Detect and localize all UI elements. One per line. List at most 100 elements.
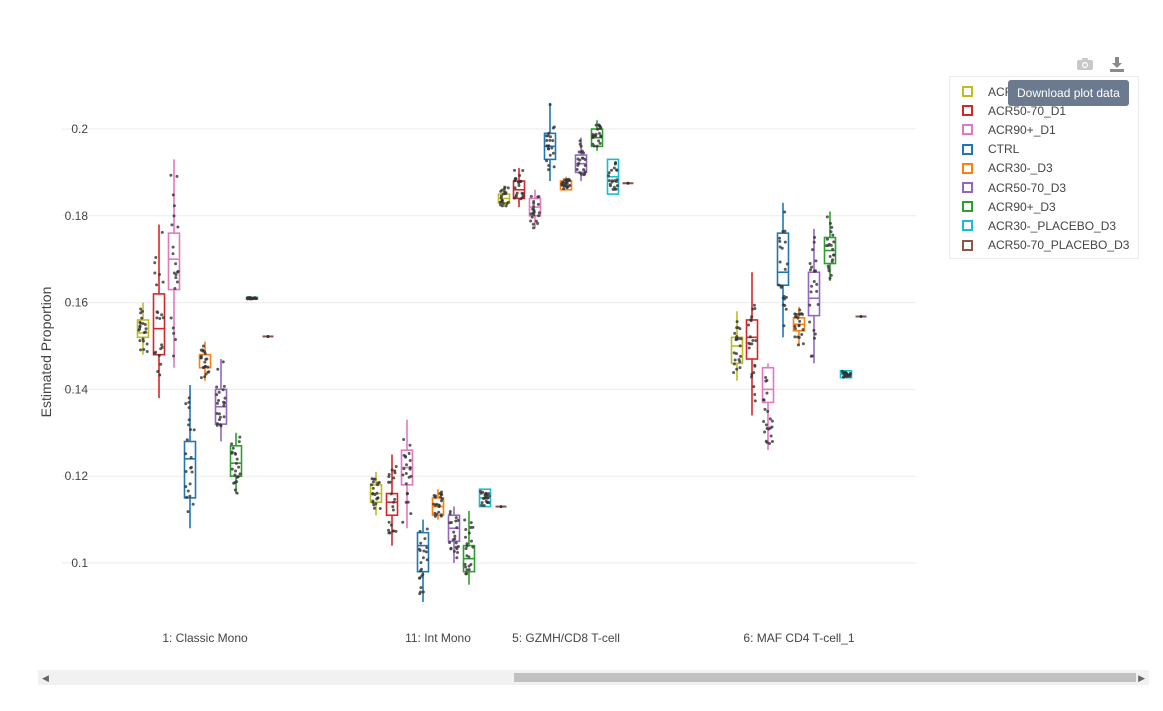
x-tick-label: 5: GZMH/CD8 T-cell [512, 631, 620, 645]
data-point [484, 492, 488, 496]
legend-item[interactable]: ACR90+_D3 [962, 197, 1056, 216]
data-point [768, 417, 772, 421]
data-point [517, 184, 521, 188]
legend-item[interactable]: CTRL [962, 140, 1019, 159]
data-point [733, 358, 737, 362]
data-point [480, 503, 484, 507]
horizontal-scrollbar[interactable]: ◀ ▶ [38, 670, 1149, 685]
data-point [469, 521, 473, 525]
data-point [732, 371, 736, 375]
data-point [159, 362, 163, 366]
data-point [376, 496, 380, 500]
data-point [467, 568, 471, 572]
legend-label: CTRL [988, 142, 1020, 157]
camera-icon[interactable] [1074, 53, 1096, 75]
data-point [751, 307, 755, 311]
data-point [560, 183, 564, 187]
data-point [188, 494, 192, 498]
data-point [763, 430, 767, 434]
data-point [174, 273, 178, 277]
legend-swatch [962, 124, 973, 136]
data-point [203, 375, 207, 379]
data-point [534, 219, 538, 223]
data-point [172, 354, 176, 358]
x-tick-label: 6: MAF CD4 T-cell_1 [743, 631, 854, 645]
data-point [547, 164, 551, 168]
data-point [402, 437, 406, 441]
data-point [486, 496, 490, 500]
data-point [187, 400, 191, 404]
data-point [153, 271, 157, 275]
data-point [231, 446, 235, 450]
legend-item[interactable]: ACR30-_PLACEBO_D3 [962, 216, 1116, 235]
data-point [825, 215, 829, 219]
data-point [419, 541, 423, 545]
data-point [830, 260, 834, 264]
data-point [370, 477, 374, 481]
data-point [391, 529, 395, 533]
data-point [513, 196, 517, 200]
data-point [583, 163, 587, 167]
data-point [418, 529, 422, 533]
data-point [144, 327, 148, 331]
data-point [521, 168, 525, 172]
data-point [739, 354, 743, 358]
data-point [219, 424, 223, 428]
data-point [236, 475, 240, 479]
scroll-left-arrow-icon[interactable]: ◀ [42, 673, 49, 683]
data-point [500, 204, 504, 208]
data-point [515, 191, 519, 195]
data-point [371, 500, 375, 504]
data-point [448, 510, 452, 514]
data-point [832, 240, 836, 244]
scroll-right-arrow-icon[interactable]: ▶ [1138, 673, 1145, 683]
data-point [848, 372, 852, 376]
data-point [252, 296, 256, 300]
data-point [216, 367, 220, 371]
data-point [409, 512, 413, 516]
legend-item[interactable]: ACR50-70_PLACEBO_D3 [962, 236, 1129, 255]
data-point [479, 491, 483, 495]
data-point [483, 496, 487, 500]
y-tick-label: 0.18 [65, 209, 89, 223]
data-point [405, 463, 409, 467]
y-tick-label: 0.14 [65, 382, 89, 396]
download-icon[interactable] [1106, 53, 1128, 75]
data-point [750, 315, 754, 319]
data-point [582, 168, 586, 172]
data-point [739, 337, 743, 341]
data-point [221, 360, 225, 364]
legend-item[interactable]: ACR90+_D1 [962, 120, 1056, 139]
data-point [547, 168, 551, 172]
data-point [800, 312, 804, 316]
data-point [389, 523, 393, 527]
data-point [137, 328, 141, 332]
legend-item[interactable]: ACR50-70_D3 [962, 178, 1066, 197]
data-point [404, 500, 408, 504]
data-point [185, 495, 189, 499]
data-point [832, 253, 836, 257]
data-point [158, 316, 162, 320]
data-point [170, 223, 174, 227]
data-point [408, 443, 412, 447]
scrollbar-thumb[interactable] [514, 673, 1136, 682]
data-point [186, 489, 190, 493]
data-point [529, 194, 533, 198]
data-point [389, 492, 393, 496]
data-point [793, 324, 797, 328]
data-point [808, 303, 812, 307]
data-point [735, 367, 739, 371]
data-point [387, 520, 391, 524]
legend-item[interactable]: ACR30-_D3 [962, 159, 1053, 178]
legend-item[interactable]: ACR50-70_D1 [962, 101, 1066, 120]
data-point [138, 325, 142, 329]
data-point [465, 542, 469, 546]
data-point [763, 407, 767, 411]
legend-label: ACR90+_D1 [988, 122, 1056, 137]
data-point [578, 139, 582, 143]
legend-swatch [962, 105, 973, 117]
data-point [432, 502, 436, 506]
data-point [469, 539, 473, 543]
data-point [732, 362, 736, 366]
data-point [266, 334, 270, 338]
